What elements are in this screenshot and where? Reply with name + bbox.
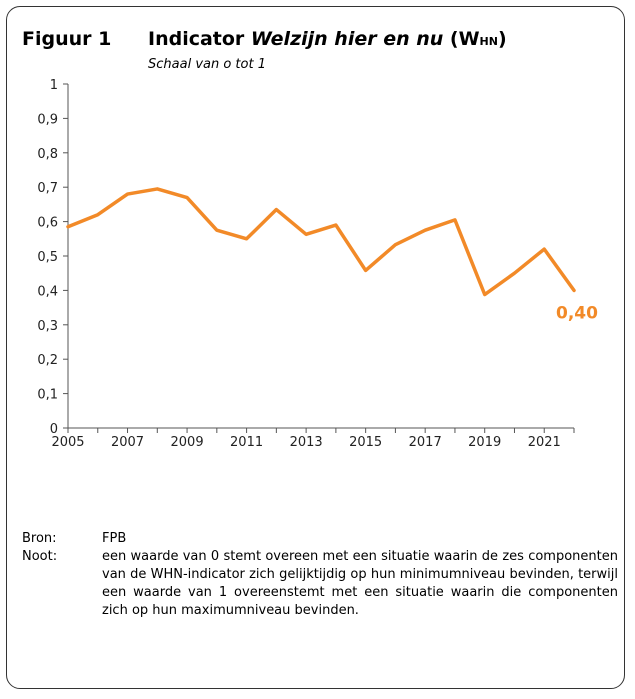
x-tick-label: 2021 bbox=[528, 435, 561, 450]
x-tick-label: 2013 bbox=[290, 435, 323, 450]
line-chart: 0 0,1 0,2 0,3 0,4 0,5 0,6 0,7 0,8 0,9 1 2005 2007 200… bbox=[37, 78, 598, 450]
y-tick-label: 0,6 bbox=[37, 216, 58, 231]
y-tick-label: 0,8 bbox=[37, 147, 58, 162]
y-tick-label: 1 bbox=[50, 78, 58, 93]
figure-title: Indicator Welzijn hier en nu (WHN) bbox=[148, 28, 507, 50]
notes-block: Bron: FPB Noot: een waarde van 0 stemt o… bbox=[22, 530, 618, 620]
title-suffix-open: (W bbox=[443, 28, 480, 50]
source-row: Bron: FPB bbox=[22, 530, 618, 548]
x-tick-label: 2005 bbox=[51, 435, 84, 450]
y-tick-label: 0,7 bbox=[37, 181, 58, 196]
figure-label: Figuur 1 bbox=[22, 28, 112, 50]
title-suffix-close: ) bbox=[497, 28, 507, 50]
x-tick-label: 2019 bbox=[468, 435, 501, 450]
x-tick-label: 2015 bbox=[349, 435, 382, 450]
y-tick-label: 0,9 bbox=[37, 112, 58, 127]
y-tick-label: 0 bbox=[50, 422, 58, 437]
end-value-label: 0,40 bbox=[556, 303, 598, 323]
x-tick-label: 2011 bbox=[230, 435, 263, 450]
title-subscript: HN bbox=[479, 35, 498, 48]
source-key: Bron: bbox=[22, 531, 57, 546]
note-row: Noot: een waarde van 0 stemt overeen met… bbox=[22, 548, 618, 620]
y-tick-label: 0,5 bbox=[37, 250, 58, 265]
title-prefix: Indicator bbox=[148, 28, 251, 50]
x-tick-label: 2017 bbox=[409, 435, 442, 450]
y-tick-label: 0,4 bbox=[37, 284, 58, 299]
y-tick-label: 0,3 bbox=[37, 319, 58, 334]
figure-subtitle: Schaal van o tot 1 bbox=[148, 57, 266, 72]
figure-frame bbox=[6, 6, 625, 689]
y-tick-label: 0,1 bbox=[37, 388, 58, 403]
y-tick-label: 0,2 bbox=[37, 353, 58, 368]
x-tick-label: 2007 bbox=[111, 435, 144, 450]
series-line bbox=[66, 187, 576, 297]
x-tick-label: 2009 bbox=[171, 435, 204, 450]
note-key: Noot: bbox=[22, 549, 58, 564]
note-text: een waarde van 0 stemt overeen met een s… bbox=[102, 549, 618, 618]
source-value: FPB bbox=[102, 531, 127, 546]
title-italic: Welzijn hier en nu bbox=[250, 28, 444, 50]
